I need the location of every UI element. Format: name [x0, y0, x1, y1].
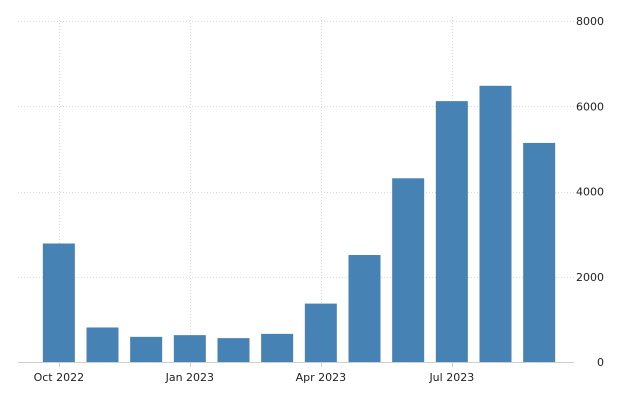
bar-jul-2023 — [435, 101, 468, 362]
bar-feb-2023 — [217, 338, 250, 362]
y-axis: 0 2000 4000 6000 8000 — [576, 15, 604, 369]
bar-aug-2023 — [479, 85, 512, 362]
bar-dec-2022 — [130, 336, 163, 362]
bar-apr-2023 — [304, 303, 337, 362]
y-tick-label: 2000 — [576, 271, 604, 284]
bar-sep-2023 — [523, 142, 556, 362]
bar-may-2023 — [348, 255, 381, 362]
x-axis: Oct 2022 Jan 2023 Apr 2023 Jul 2023 — [34, 362, 474, 384]
bar-jun-2023 — [392, 178, 425, 362]
bar-mar-2023 — [261, 333, 294, 362]
x-tick-label: Jan 2023 — [165, 371, 214, 384]
y-tick-label: 8000 — [576, 15, 604, 28]
x-tick-label: Oct 2022 — [34, 371, 85, 384]
x-tick-label: Jul 2023 — [428, 371, 474, 384]
y-tick-label: 4000 — [576, 186, 604, 199]
y-tick-label: 0 — [597, 356, 604, 369]
bar-oct-2022 — [42, 243, 75, 362]
grid — [18, 17, 574, 363]
bar-jan-2023 — [173, 335, 206, 362]
x-tick-label: Apr 2023 — [296, 371, 347, 384]
bar-nov-2022 — [86, 327, 119, 362]
bars — [42, 85, 556, 362]
y-tick-label: 6000 — [576, 100, 604, 113]
